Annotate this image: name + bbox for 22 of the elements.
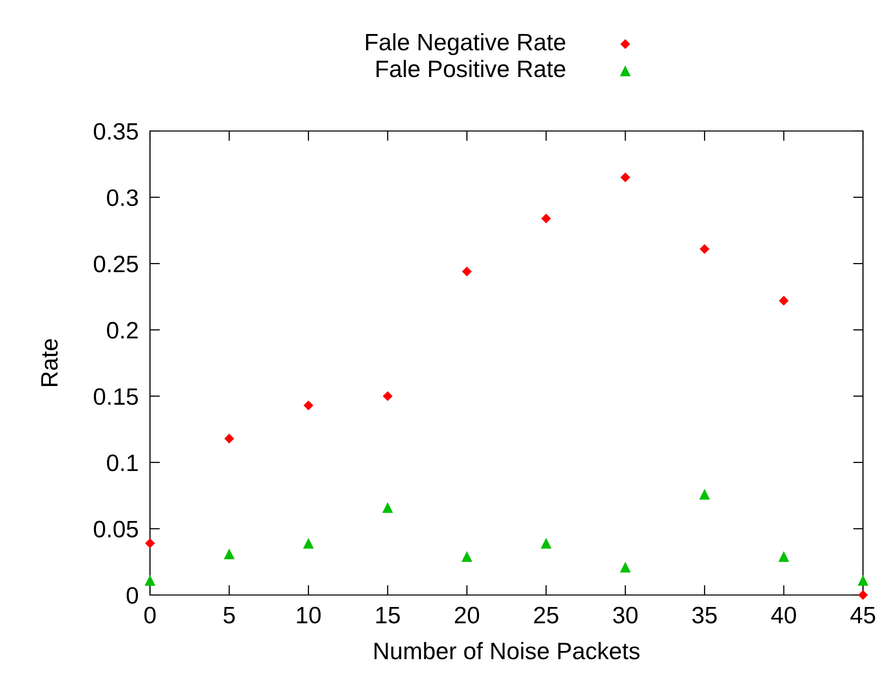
- x-tick-label: 25: [534, 606, 558, 624]
- x-tick-label: 5: [224, 606, 235, 624]
- y-axis-title: Rate: [41, 339, 58, 386]
- y-tick-label: 0.35: [94, 123, 138, 140]
- y-tick-label: 0.2: [106, 322, 138, 339]
- y-tick-label: 0.1: [106, 454, 138, 472]
- x-tick-label: 35: [692, 606, 717, 624]
- x-tick-label: 30: [613, 606, 638, 624]
- y-tick-label: 0.25: [94, 256, 138, 272]
- legend-label: Fale Positive Rate: [376, 60, 566, 78]
- y-tick-label: 0: [126, 587, 138, 604]
- y-tick-label: 0.15: [94, 388, 138, 405]
- legend-label: Fale Negative Rate: [366, 33, 566, 56]
- x-tick-label: 10: [297, 606, 321, 624]
- x-tick-label: 45: [850, 606, 876, 624]
- y-tick-label: 0.05: [94, 520, 138, 538]
- x-tick-label: 0: [144, 606, 156, 624]
- x-tick-label: 20: [454, 606, 480, 624]
- x-tick-label: 40: [771, 606, 796, 624]
- x-axis-title: Number of Noise Packets: [374, 642, 640, 660]
- x-tick-label: 15: [376, 606, 400, 624]
- y-tick-label: 0.3: [106, 189, 138, 206]
